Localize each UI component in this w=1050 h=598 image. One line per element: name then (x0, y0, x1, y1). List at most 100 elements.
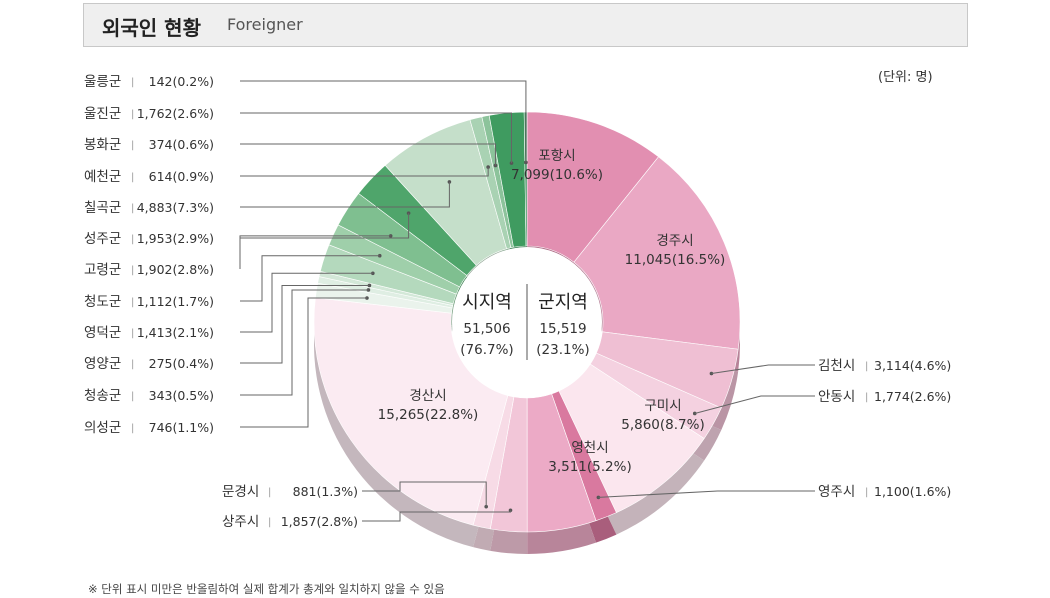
center-group-name: 시지역 (462, 292, 512, 313)
leader-line-layer (239, 80, 815, 522)
leader-dot (366, 288, 371, 292)
leader-label-name: 고령군 (84, 262, 121, 278)
leader-label-value: 3,114(4.6%) (874, 358, 951, 373)
leader-label-value: 1,902(2.8%) (137, 262, 214, 277)
center-group-value: 51,506 (463, 321, 510, 337)
leader-line (362, 510, 512, 522)
leader-line (240, 255, 380, 302)
leader-label-name: 울릉군 (84, 74, 121, 90)
leader-label-separator: | (865, 392, 868, 403)
leader-line (240, 181, 450, 208)
leader-line (240, 112, 512, 164)
leader-label-name: 문경시 (222, 484, 259, 500)
center-group-percent: (23.1%) (536, 342, 589, 358)
slice-label-name: 경주시 (656, 233, 693, 249)
leader-line (240, 80, 527, 163)
leader-label-value: 343(0.5%) (149, 388, 214, 403)
leader-label-value: 881(1.3%) (293, 484, 358, 499)
leader-dot (709, 371, 714, 376)
leader-line (240, 297, 367, 428)
leader-label-name: 칠곡군 (84, 200, 121, 216)
chart-subtitle: Foreigner (227, 15, 303, 34)
leader-label-name: 안동시 (818, 389, 855, 405)
slice-label-value: 7,099(10.6%) (511, 167, 603, 183)
leader-label-name: 청도군 (84, 294, 121, 310)
leader-label-value: 1,953(2.9%) (137, 231, 214, 246)
leader-label-separator: | (131, 203, 134, 214)
leader-label-value: 1,413(2.1%) (137, 325, 214, 340)
slice-label-value: 5,860(8.7%) (621, 417, 704, 433)
leader-label-name: 청송군 (84, 388, 121, 404)
center-group-percent: (76.7%) (460, 342, 513, 358)
leader-label-value: 1,774(2.6%) (874, 389, 951, 404)
leader-label-value: 1,857(2.8%) (281, 514, 358, 529)
leader-label-value: 746(1.1%) (149, 420, 214, 435)
leader-label-separator: | (131, 391, 134, 402)
leader-line (240, 289, 369, 396)
leader-label-name: 영덕군 (84, 325, 121, 341)
leader-line (240, 284, 370, 364)
leader-label-name: 예천군 (84, 169, 121, 185)
leader-line (240, 213, 410, 239)
slice-label-value: 3,511(5.2%) (548, 459, 631, 475)
unit-label: (단위: 명) (878, 70, 933, 85)
leader-label-value: 1,762(2.6%) (137, 106, 214, 121)
leader-line (362, 481, 487, 507)
leader-label-value: 614(0.9%) (149, 169, 214, 184)
leader-label-name: 의성군 (84, 420, 121, 436)
leader-label-separator: | (131, 297, 134, 308)
slice-label-name: 영천시 (571, 440, 608, 456)
leader-label-name: 상주시 (222, 514, 259, 530)
leader-label-separator: | (131, 328, 134, 339)
slice-label-name: 구미시 (644, 398, 681, 414)
leader-label-separator: | (268, 517, 271, 528)
leader-label-separator: | (131, 265, 134, 276)
leader-label-value: 374(0.6%) (149, 137, 214, 152)
leader-label-value: 1,100(1.6%) (874, 484, 951, 499)
leader-label-separator: | (865, 487, 868, 498)
leader-line (240, 167, 489, 177)
leader-label-separator: | (131, 172, 134, 183)
leader-label-separator: | (131, 234, 134, 245)
leader-label-name: 영주시 (818, 484, 855, 500)
leader-line (240, 143, 496, 166)
chart-title: 외국인 현황 (102, 16, 201, 40)
leader-label-separator: | (865, 361, 868, 372)
leader-label-separator: | (268, 487, 271, 498)
leader-label-value: 142(0.2%) (149, 74, 214, 89)
leader-label-name: 김천시 (818, 358, 855, 374)
slice-포항시 (526, 111, 659, 263)
leader-label-separator: | (131, 423, 134, 434)
leader-line (239, 235, 391, 269)
leader-line (694, 395, 815, 414)
leader-line (711, 364, 815, 375)
leader-label-name: 성주군 (84, 231, 121, 247)
slice-label-name: 포항시 (538, 148, 575, 164)
slice-경주시 (573, 156, 741, 350)
leader-label-separator: | (131, 109, 134, 120)
donut-slice-layer (313, 111, 741, 533)
leader-label-value: 275(0.4%) (149, 356, 214, 371)
label-layer: 포항시 7,099(10.6%) 경주시 11,045(16.5%) 김천시 | 3,114… (84, 74, 951, 530)
leader-line (598, 490, 815, 498)
leader-label-name: 울진군 (84, 106, 121, 122)
slice-label-name: 경산시 (409, 388, 446, 404)
leader-line (240, 272, 373, 333)
leader-label-name: 봉화군 (84, 137, 121, 153)
leader-label-value: 4,883(7.3%) (137, 200, 214, 215)
slice-label-value: 15,265(22.8%) (378, 407, 479, 423)
slice-경산시 (313, 297, 509, 526)
leader-label-separator: | (131, 77, 134, 88)
leader-label-value: 1,112(1.7%) (137, 294, 214, 309)
center-group-value: 15,519 (539, 321, 586, 337)
footnote: ※ 단위 표시 미만은 반올림하여 실제 합계가 총계와 일치하지 않을 수 있… (88, 582, 445, 596)
leader-label-name: 영양군 (84, 356, 121, 372)
leader-dot (377, 253, 382, 258)
center-group-name: 군지역 (538, 292, 588, 313)
slice-label-value: 11,045(16.5%) (625, 252, 726, 268)
donut-center-layer: 시지역 51,506 (76.7%) 군지역 15,519 (23.1%) (452, 247, 602, 397)
leader-label-separator: | (131, 359, 134, 370)
leader-label-separator: | (131, 140, 134, 151)
chart-header: 외국인 현황 Foreigner (83, 3, 968, 47)
